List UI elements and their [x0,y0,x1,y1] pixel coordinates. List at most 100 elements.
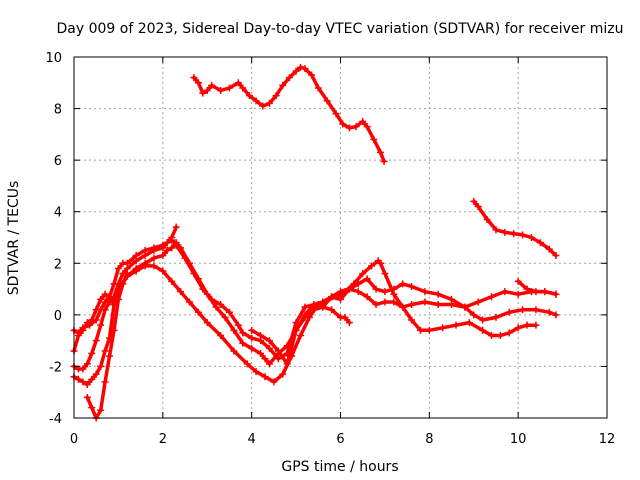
data-point-arc-6-5 [92,337,100,345]
data-point-arc-2-3 [492,226,500,234]
data-point-arc-4-34 [301,303,309,311]
data-point-arc-2-0 [470,197,478,205]
data-point-arc-5-49 [448,295,456,303]
data-point-arc-5-41 [363,275,371,283]
y-tick-label: 0 [54,309,62,324]
data-point-arc-1-19 [308,71,316,79]
data-point-arc-1-15 [285,74,293,82]
data-point-arc-3-26 [279,370,287,378]
data-point-arc-4-2 [79,326,87,334]
data-point-arc-4-44 [381,270,389,278]
data-point-arc-5-46 [408,282,416,290]
data-point-arc-5-7 [101,347,109,355]
data-point-arc-8-0 [248,326,256,334]
data-point-arc-2-7 [527,234,535,241]
data-point-arc-1-20 [314,84,322,92]
data-point-arc-1-0 [190,74,198,82]
data-point-arc-4-28 [248,334,256,342]
data-point-arc-5-50 [461,303,469,311]
data-point-arc-5-42 [372,285,380,293]
data-point-arc-5-40 [354,280,362,288]
data-point-arc-6-6 [97,321,105,329]
data-point-arc-5-22 [203,290,211,298]
data-point-arc-3-37 [381,298,389,306]
data-point-arc-4-48 [416,326,424,334]
data-point-arc-1-4 [208,81,216,89]
data-point-arc-5-29 [261,355,269,363]
data-point-arc-5-48 [434,290,442,298]
data-point-arc-1-9 [245,92,253,100]
data-point-arc-5-37 [328,293,336,301]
data-point-arc-5-44 [390,285,398,293]
data-point-arc-8-8 [319,303,327,311]
data-point-arc-3-22 [243,360,251,368]
data-point-arc-3-13 [150,262,158,270]
data-point-arc-6-2 [79,365,87,373]
x-tick-label: 10 [510,432,527,447]
data-point-arc-4-25 [225,308,233,316]
data-point-arc-6-13 [132,257,140,265]
data-point-arc-5-53 [492,313,500,321]
data-point-arc-5-32 [283,342,291,350]
data-point-arc-4-1 [74,331,82,339]
data-point-arc-5-28 [257,350,265,358]
data-point-arc-2-2 [483,215,491,223]
data-point-arc-6-3 [83,360,91,368]
data-point-arc-8-12 [345,319,353,327]
data-point-arc-4-7 [101,290,109,298]
data-point-arc-9-4 [552,290,560,298]
data-point-arc-3-17 [185,298,193,306]
data-point-arc-5-52 [479,316,487,324]
data-point-arc-5-5 [92,370,100,378]
data-point-arc-5-4 [88,375,96,383]
data-point-arc-1-29 [376,148,384,156]
data-point-arc-5-2 [79,378,87,386]
data-point-arc-5-39 [345,285,353,293]
data-point-arc-4-5 [92,306,100,314]
data-point-arc-3-38 [390,298,398,306]
data-point-arc-1-30 [380,157,388,165]
data-point-arc-4-51 [452,321,460,329]
data-point-arc-8-2 [265,337,273,345]
data-point-arc-2-9 [545,245,553,253]
y-tick-label: 10 [45,51,62,66]
data-point-arc-3-35 [363,293,371,301]
data-point-arc-8-3 [274,347,282,355]
x-tick-label: 4 [248,432,256,447]
data-point-arc-3-24 [261,373,269,381]
data-point-arc-3-42 [434,301,442,309]
data-point-arc-7-9 [123,270,131,278]
x-tick-label: 0 [70,432,78,447]
data-point-arc-3-36 [372,301,380,309]
data-point-arc-9-0 [514,277,522,285]
data-point-arc-4-10 [114,264,122,272]
data-point-arc-1-1 [194,79,202,87]
x-tick-label: 6 [336,432,344,447]
data-point-arc-4-26 [234,321,242,329]
data-point-arc-2-10 [552,252,560,260]
data-point-arc-2-1 [474,203,482,211]
x-tick-label: 12 [599,432,616,447]
data-point-arc-5-51 [470,311,478,319]
data-point-arc-5-21 [194,275,202,283]
data-point-arc-4-41 [368,262,376,270]
data-point-arc-6-9 [110,293,118,301]
data-point-arc-5-23 [212,303,220,311]
y-tick-label: 4 [54,206,62,221]
data-point-arc-5-30 [265,360,273,368]
data-point-arc-5-13 [141,259,149,267]
data-point-arc-4-49 [425,326,433,334]
data-point-arc-8-9 [328,306,336,314]
data-point-arc-7-3 [97,406,105,414]
data-point-arc-4-24 [217,301,225,309]
x-tick-label: 8 [425,432,433,447]
data-point-arc-1-28 [370,136,378,144]
data-point-arc-5-17 [168,244,176,252]
data-point-arc-5-19 [177,244,185,252]
data-point-arc-4-27 [239,329,247,337]
data-point-arc-1-7 [234,79,242,87]
data-point-arc-4-54 [488,331,496,339]
data-point-arc-8-7 [310,306,318,314]
data-point-arc-5-38 [337,295,344,303]
